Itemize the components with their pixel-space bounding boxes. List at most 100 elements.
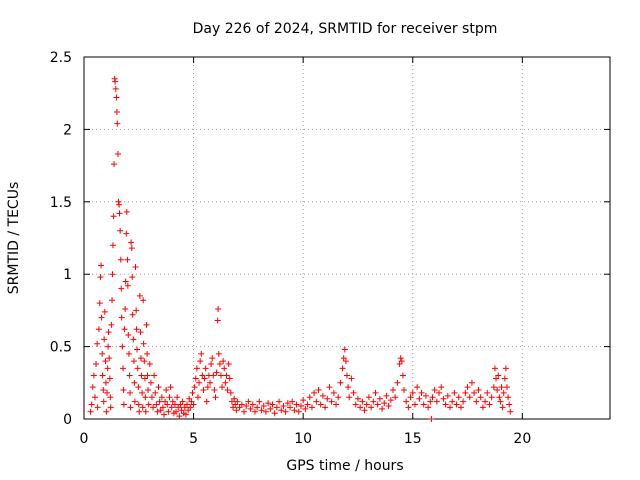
- data-point: [407, 394, 414, 401]
- data-point: [484, 389, 491, 396]
- data-point: [167, 384, 174, 391]
- data-point: [247, 405, 254, 412]
- data-point: [328, 398, 335, 405]
- y-tick-label: 2.5: [50, 50, 72, 66]
- data-point: [238, 401, 245, 408]
- data-point: [106, 355, 113, 362]
- data-point: [233, 407, 240, 414]
- data-point: [372, 389, 379, 396]
- data-point: [150, 404, 157, 411]
- data-point: [112, 85, 119, 92]
- data-point: [113, 109, 120, 116]
- data-point: [108, 321, 115, 328]
- data-point: [324, 395, 331, 402]
- data-point: [179, 398, 186, 405]
- data-point: [226, 375, 233, 382]
- data-point: [429, 394, 436, 401]
- data-point: [192, 375, 199, 382]
- data-point: [182, 411, 189, 418]
- data-point: [123, 230, 130, 237]
- data-point: [203, 398, 210, 405]
- data-point: [101, 308, 108, 315]
- data-point: [171, 401, 178, 408]
- data-point: [131, 398, 138, 405]
- data-point: [140, 340, 147, 347]
- data-point: [101, 336, 108, 343]
- data-point: [451, 389, 458, 396]
- data-point: [148, 394, 155, 401]
- data-point: [196, 379, 203, 386]
- data-point: [89, 384, 96, 391]
- data-point: [394, 379, 401, 386]
- data-point: [109, 271, 116, 278]
- data-point: [204, 384, 211, 391]
- data-point: [121, 326, 128, 333]
- data-point: [115, 198, 122, 205]
- data-point: [129, 311, 136, 318]
- data-point: [490, 384, 497, 391]
- data-point: [194, 394, 201, 401]
- data-point: [409, 389, 416, 396]
- data-point: [104, 389, 111, 396]
- data-point: [127, 404, 134, 411]
- data-point: [120, 401, 127, 408]
- y-tick-label: 1.5: [50, 195, 72, 211]
- data-point: [142, 394, 149, 401]
- data-point: [97, 274, 104, 281]
- data-point: [122, 278, 129, 285]
- data-point: [114, 151, 121, 158]
- data-point: [122, 305, 129, 312]
- data-point: [249, 401, 256, 408]
- data-point: [225, 360, 232, 367]
- data-point: [193, 365, 200, 372]
- data-point: [104, 365, 111, 372]
- data-point: [376, 395, 383, 402]
- data-point: [139, 404, 146, 411]
- data-point: [240, 408, 247, 415]
- data-point: [370, 398, 377, 405]
- data-point: [295, 408, 302, 415]
- data-point: [120, 365, 127, 372]
- data-point: [496, 394, 503, 401]
- data-point: [460, 398, 467, 405]
- data-point: [293, 401, 300, 408]
- data-point: [482, 398, 489, 405]
- data-point: [357, 404, 364, 411]
- data-point: [453, 401, 460, 408]
- data-point: [117, 227, 124, 234]
- data-point: [135, 384, 142, 391]
- data-point: [201, 375, 208, 382]
- data-point: [475, 387, 482, 394]
- data-point: [98, 314, 105, 321]
- x-tick-label: 15: [404, 431, 422, 447]
- data-point: [116, 201, 123, 208]
- data-point: [119, 343, 126, 350]
- data-point: [93, 360, 100, 367]
- data-point: [444, 392, 451, 399]
- data-point: [137, 329, 144, 336]
- data-point: [215, 305, 222, 312]
- data-point: [105, 343, 112, 350]
- data-point: [374, 401, 381, 408]
- data-point: [137, 355, 144, 362]
- data-point: [125, 350, 132, 357]
- chart-title: Day 226 of 2024, SRMTID for receiver stp…: [193, 21, 498, 37]
- data-point: [216, 360, 223, 367]
- data-point: [99, 372, 106, 379]
- data-point: [159, 404, 166, 411]
- data-point: [486, 401, 493, 408]
- data-point: [471, 389, 478, 396]
- data-point: [440, 395, 447, 402]
- data-point: [144, 387, 151, 394]
- data-point: [425, 404, 432, 411]
- data-point: [153, 401, 160, 408]
- data-point: [118, 314, 125, 321]
- data-point: [291, 407, 298, 414]
- data-point: [498, 384, 505, 391]
- data-point: [473, 398, 480, 405]
- data-point: [102, 358, 109, 365]
- data-point: [333, 401, 340, 408]
- data-point: [344, 372, 350, 379]
- data-point: [112, 78, 119, 85]
- data-point: [139, 389, 146, 396]
